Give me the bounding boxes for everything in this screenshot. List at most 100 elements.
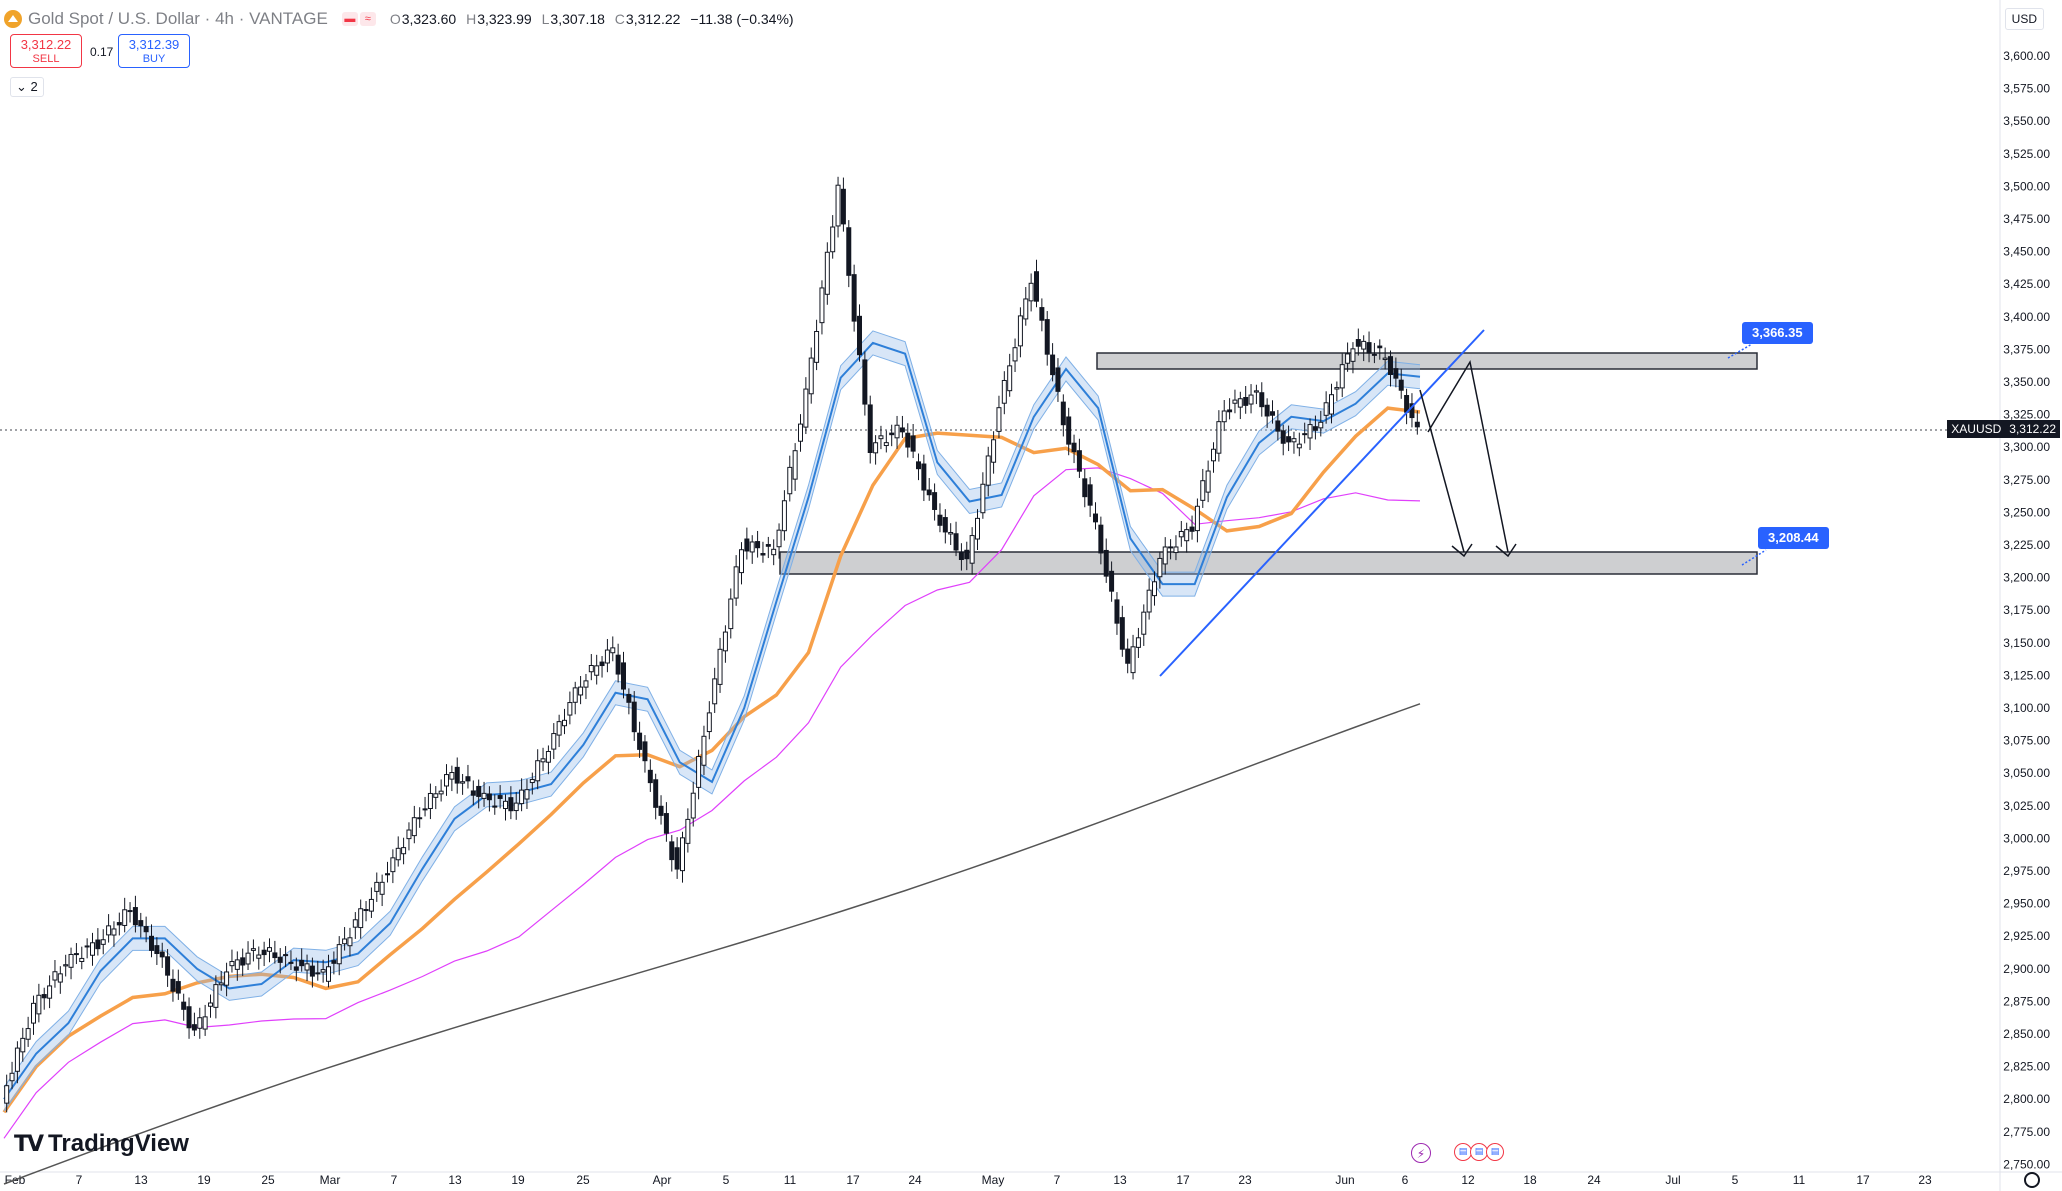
y-tick-label: 2,775.00 [2003, 1125, 2050, 1139]
candle-body [631, 701, 637, 733]
indicators-collapse-button[interactable]: ⌄ 2 [10, 77, 44, 97]
candle-body [234, 959, 240, 970]
candle-body [680, 837, 685, 872]
candle-body [744, 538, 750, 552]
candle-body [840, 188, 846, 225]
candle-body [1157, 557, 1163, 578]
candle-body [41, 994, 47, 999]
candle-body [835, 184, 841, 227]
candle-body [819, 287, 825, 324]
symbol-header[interactable]: Gold Spot / U.S. Dollar · 4h · VANTAGE ▬… [4, 6, 794, 32]
candle-body [953, 533, 959, 551]
sell-button[interactable]: 3,312.22 SELL [10, 34, 82, 68]
x-tick-label: Jun [1335, 1173, 1354, 1187]
y-tick-label: 3,300.00 [2003, 440, 2050, 454]
high-value: 3,323.99 [477, 11, 532, 27]
candle-body [1248, 394, 1254, 405]
candle-body [379, 881, 385, 895]
candle-body [792, 450, 798, 480]
y-tick-label: 3,375.00 [2003, 342, 2050, 356]
candle-body [1039, 307, 1045, 321]
candle-body [1060, 401, 1066, 426]
candle-body [143, 926, 149, 933]
candle-body [476, 785, 482, 797]
ema-slow-line [3, 467, 1421, 1139]
level-upper-tag[interactable]: 3,366.35 [1742, 322, 1813, 344]
x-tick-label: Apr [653, 1173, 672, 1187]
candle-body [803, 388, 809, 428]
candle-body [213, 984, 219, 1008]
candle-body [1135, 637, 1141, 648]
candle-body [197, 1017, 203, 1029]
x-tick-label: 17 [846, 1173, 860, 1187]
x-tick-label: Jul [1665, 1173, 1680, 1187]
candle-body [991, 439, 997, 463]
currency-button[interactable]: USD [2004, 8, 2044, 30]
candle-body [1318, 421, 1324, 429]
x-tick-label: Mar [320, 1173, 341, 1187]
projection-path-b [1427, 359, 1509, 553]
candle-body [883, 442, 889, 447]
resistance-zone [1096, 352, 1758, 370]
candle-body [1366, 342, 1372, 354]
candle-body [90, 942, 95, 956]
candle-body [438, 790, 444, 795]
candle-body [674, 847, 680, 870]
candle-body [857, 315, 862, 356]
y-tick-label: 2,975.00 [2003, 864, 2050, 878]
y-tick-label: 3,600.00 [2003, 49, 2050, 63]
tradingview-logo[interactable]: 𝗧𝗩 TradingView [14, 1130, 189, 1158]
candle-body [1055, 367, 1061, 392]
candle-body [985, 455, 991, 486]
x-tick-label: 24 [1587, 1173, 1601, 1187]
candle-body [283, 954, 289, 957]
candle-body [519, 789, 525, 805]
candle-body [932, 492, 938, 510]
candle-body [760, 553, 766, 556]
candle-body [905, 432, 911, 448]
candle-body [937, 514, 943, 526]
y-tick-label: 2,875.00 [2003, 994, 2050, 1008]
y-tick-label: 3,475.00 [2003, 212, 2050, 226]
candle-body [1028, 282, 1034, 302]
x-tick-label: 18 [1523, 1173, 1537, 1187]
y-tick-label: 3,250.00 [2003, 505, 2050, 519]
lightning-event-icon[interactable]: ⚡ [1411, 1143, 1431, 1163]
x-tick-label: 11 [1793, 1173, 1806, 1187]
candle-body [814, 330, 820, 363]
candle-body [1355, 339, 1361, 347]
candle-body [824, 251, 830, 295]
candle-body [969, 535, 975, 564]
candle-body [132, 907, 138, 926]
candle-body [202, 1016, 208, 1030]
approx-icon[interactable]: ≈ [359, 12, 376, 26]
candle-body [417, 817, 423, 820]
buy-button[interactable]: 3,312.39 BUY [118, 34, 190, 68]
candle-body [401, 847, 407, 855]
y-tick-label: 2,850.00 [2003, 1027, 2050, 1041]
candle-body [1119, 617, 1125, 650]
level-lower-tag[interactable]: 3,208.44 [1758, 527, 1829, 549]
candle-body [277, 956, 283, 963]
y-tick-label: 3,575.00 [2003, 82, 2050, 96]
symbol-title[interactable]: Gold Spot / U.S. Dollar · 4h · VANTAGE [28, 9, 328, 28]
candle-body [921, 463, 927, 491]
candle-body [1130, 646, 1136, 674]
settings-gear-icon[interactable] [2024, 1172, 2040, 1188]
candle-body [293, 966, 299, 971]
candle-body [765, 544, 771, 547]
candle-body [540, 758, 546, 763]
candle-body [250, 948, 256, 951]
candle-body [712, 678, 718, 705]
candle-body [942, 517, 948, 533]
indicator-toggle-group[interactable]: ▬ ≈ [341, 12, 376, 26]
x-tick-label: 23 [1238, 1173, 1252, 1187]
support-zone [779, 551, 1758, 575]
x-tick-label: 23 [1918, 1173, 1932, 1187]
us-flag-event-icon[interactable]: ▤ [1486, 1143, 1504, 1161]
candle-body [535, 760, 541, 782]
candle-body [1227, 409, 1233, 413]
minus-icon[interactable]: ▬ [341, 12, 358, 26]
candle-body [1232, 399, 1238, 404]
